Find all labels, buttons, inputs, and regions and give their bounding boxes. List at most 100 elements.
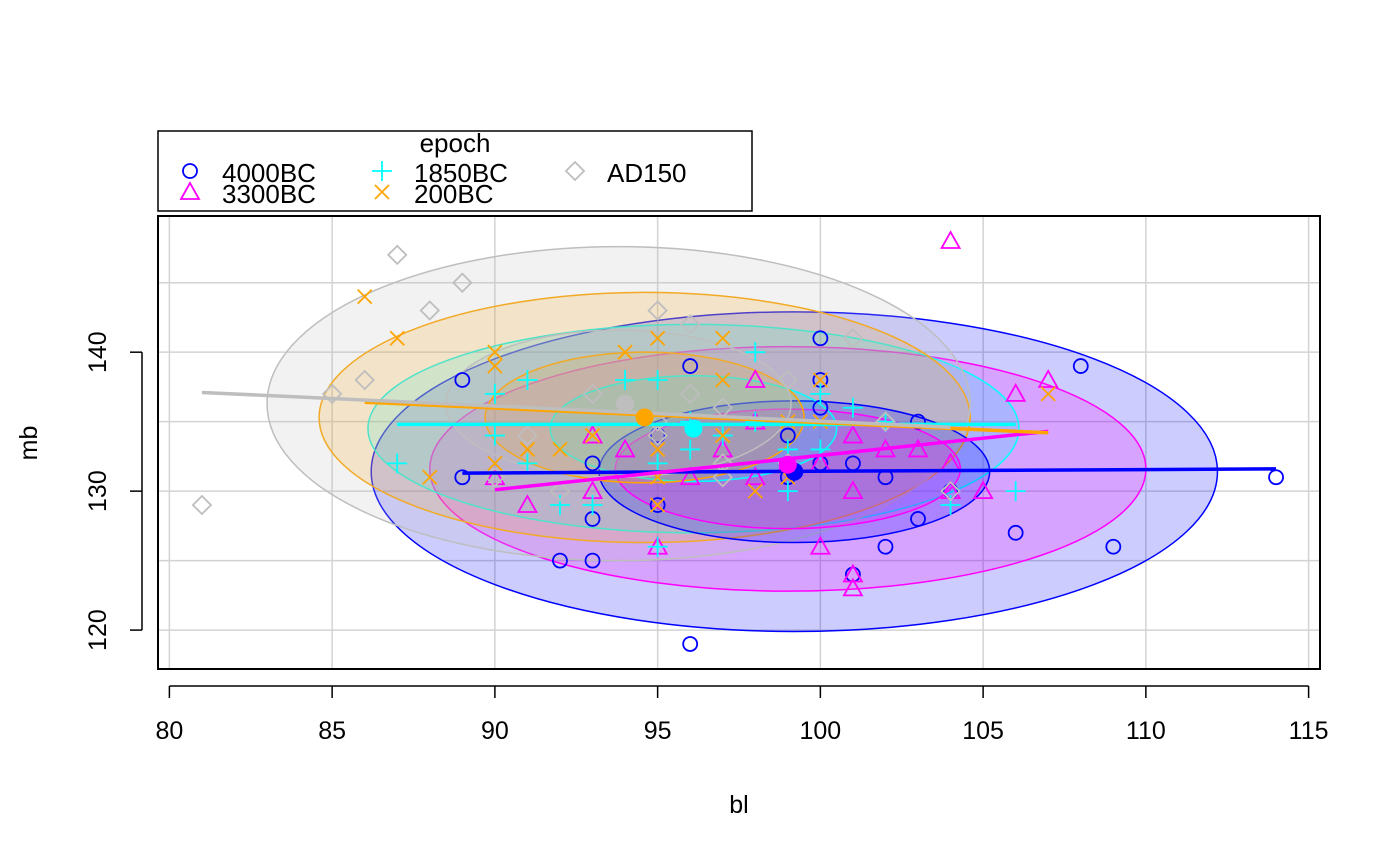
point-ad150 xyxy=(386,244,408,266)
x-tick-label: 115 xyxy=(1289,717,1329,745)
point-200bc xyxy=(617,344,633,360)
point-3300bc xyxy=(679,466,701,486)
point-200bc xyxy=(649,330,666,346)
y-tick-label: 120 xyxy=(84,609,112,651)
centroid-1850bc xyxy=(684,419,703,438)
point-3300bc xyxy=(809,535,831,555)
point-200bc xyxy=(747,483,763,499)
point-ad150 xyxy=(647,425,668,446)
point-ad150 xyxy=(549,480,571,502)
point-4000bc xyxy=(1072,358,1089,374)
x-tick-label: 85 xyxy=(318,717,346,745)
point-1850bc xyxy=(484,425,505,446)
point-ad150 xyxy=(712,466,733,488)
fit-line-3300bc xyxy=(494,429,1049,492)
point-1850bc xyxy=(810,383,831,404)
point-ad150 xyxy=(191,494,213,516)
point-3300bc xyxy=(940,230,962,249)
point-4000bc xyxy=(910,511,926,527)
point-200bc xyxy=(1040,386,1056,402)
centroid-ad150 xyxy=(616,394,635,413)
point-200bc xyxy=(715,372,731,388)
y-axis-title: mb xyxy=(15,426,43,461)
point-4000bc xyxy=(552,552,568,569)
point-ad150 xyxy=(321,383,343,405)
legend-label-3300bc: 3300BC xyxy=(222,179,316,209)
point-200bc xyxy=(487,358,503,374)
centroids xyxy=(616,394,804,481)
point-3300bc xyxy=(484,466,506,486)
point-200bc xyxy=(584,427,601,444)
x-tick-label: 105 xyxy=(962,717,1004,745)
point-4000bc xyxy=(454,469,471,486)
legend-label-ad150: AD150 xyxy=(607,158,687,188)
point-1850bc xyxy=(582,495,603,516)
point-3300bc xyxy=(842,424,864,444)
point-3300bc xyxy=(581,424,604,444)
point-1850bc xyxy=(549,495,570,516)
point-200bc xyxy=(487,344,503,360)
point-ad150 xyxy=(679,314,701,335)
point-200bc xyxy=(812,372,829,388)
point-200bc xyxy=(715,330,731,346)
point-200bc xyxy=(552,441,568,458)
axes: 80 85 90 95 100 105 110 115 120 130 140 xyxy=(84,331,1329,745)
plot-frame xyxy=(157,215,1321,670)
point-1850bc xyxy=(615,369,636,390)
x-tick-label: 90 xyxy=(481,717,509,745)
data-points xyxy=(191,230,1284,652)
legend-label-200bc: 200BC xyxy=(414,179,494,209)
point-1850bc xyxy=(387,453,408,474)
point-3300bc xyxy=(972,480,994,500)
point-200bc xyxy=(649,441,666,458)
point-4000bc xyxy=(584,552,601,569)
point-200bc xyxy=(649,497,666,513)
point-4000bc xyxy=(682,358,699,374)
point-3300bc xyxy=(842,563,864,583)
point-3300bc xyxy=(842,577,864,597)
x-tick-label: 100 xyxy=(800,717,842,745)
point-ad150 xyxy=(419,300,441,321)
grid-lines xyxy=(158,216,1320,669)
centroid-200bc xyxy=(635,408,654,427)
point-ad150 xyxy=(875,411,896,432)
point-4000bc xyxy=(584,455,601,472)
legend-title: epoch xyxy=(420,128,491,158)
point-3300bc xyxy=(1037,369,1059,388)
point-3300bc xyxy=(712,438,734,458)
point-4000bc xyxy=(454,372,471,388)
point-1850bc xyxy=(484,383,505,404)
fit-line-4000bc xyxy=(462,467,1277,475)
point-4000bc xyxy=(877,538,894,555)
point-1850bc xyxy=(940,495,961,516)
point-ad150 xyxy=(940,480,961,502)
point-3300bc xyxy=(614,438,636,458)
legend-marker-200bc xyxy=(374,184,390,200)
point-3300bc xyxy=(1005,383,1027,402)
point-1850bc xyxy=(517,369,538,390)
point-4000bc xyxy=(1105,538,1122,555)
point-200bc xyxy=(487,455,503,471)
point-4000bc xyxy=(1268,469,1284,486)
legend-marker-3300bc xyxy=(179,181,201,200)
point-1850bc xyxy=(777,481,798,502)
point-4000bc xyxy=(812,330,829,347)
point-1850bc xyxy=(842,397,863,418)
point-ad150 xyxy=(452,272,473,293)
point-ad150 xyxy=(842,328,864,349)
point-3300bc xyxy=(842,480,864,500)
point-3300bc xyxy=(744,466,766,486)
point-1850bc xyxy=(875,411,896,432)
point-ad150 xyxy=(679,383,701,405)
point-1850bc xyxy=(647,369,668,390)
point-200bc xyxy=(389,330,405,346)
centroid-3300bc xyxy=(778,455,797,474)
x-tick-label: 110 xyxy=(1126,717,1166,745)
point-1850bc xyxy=(517,453,538,474)
point-ad150 xyxy=(647,300,668,321)
point-200bc xyxy=(519,441,536,458)
x-axis-title: bl xyxy=(729,791,748,819)
point-1850bc xyxy=(680,439,701,460)
point-200bc xyxy=(715,427,731,444)
